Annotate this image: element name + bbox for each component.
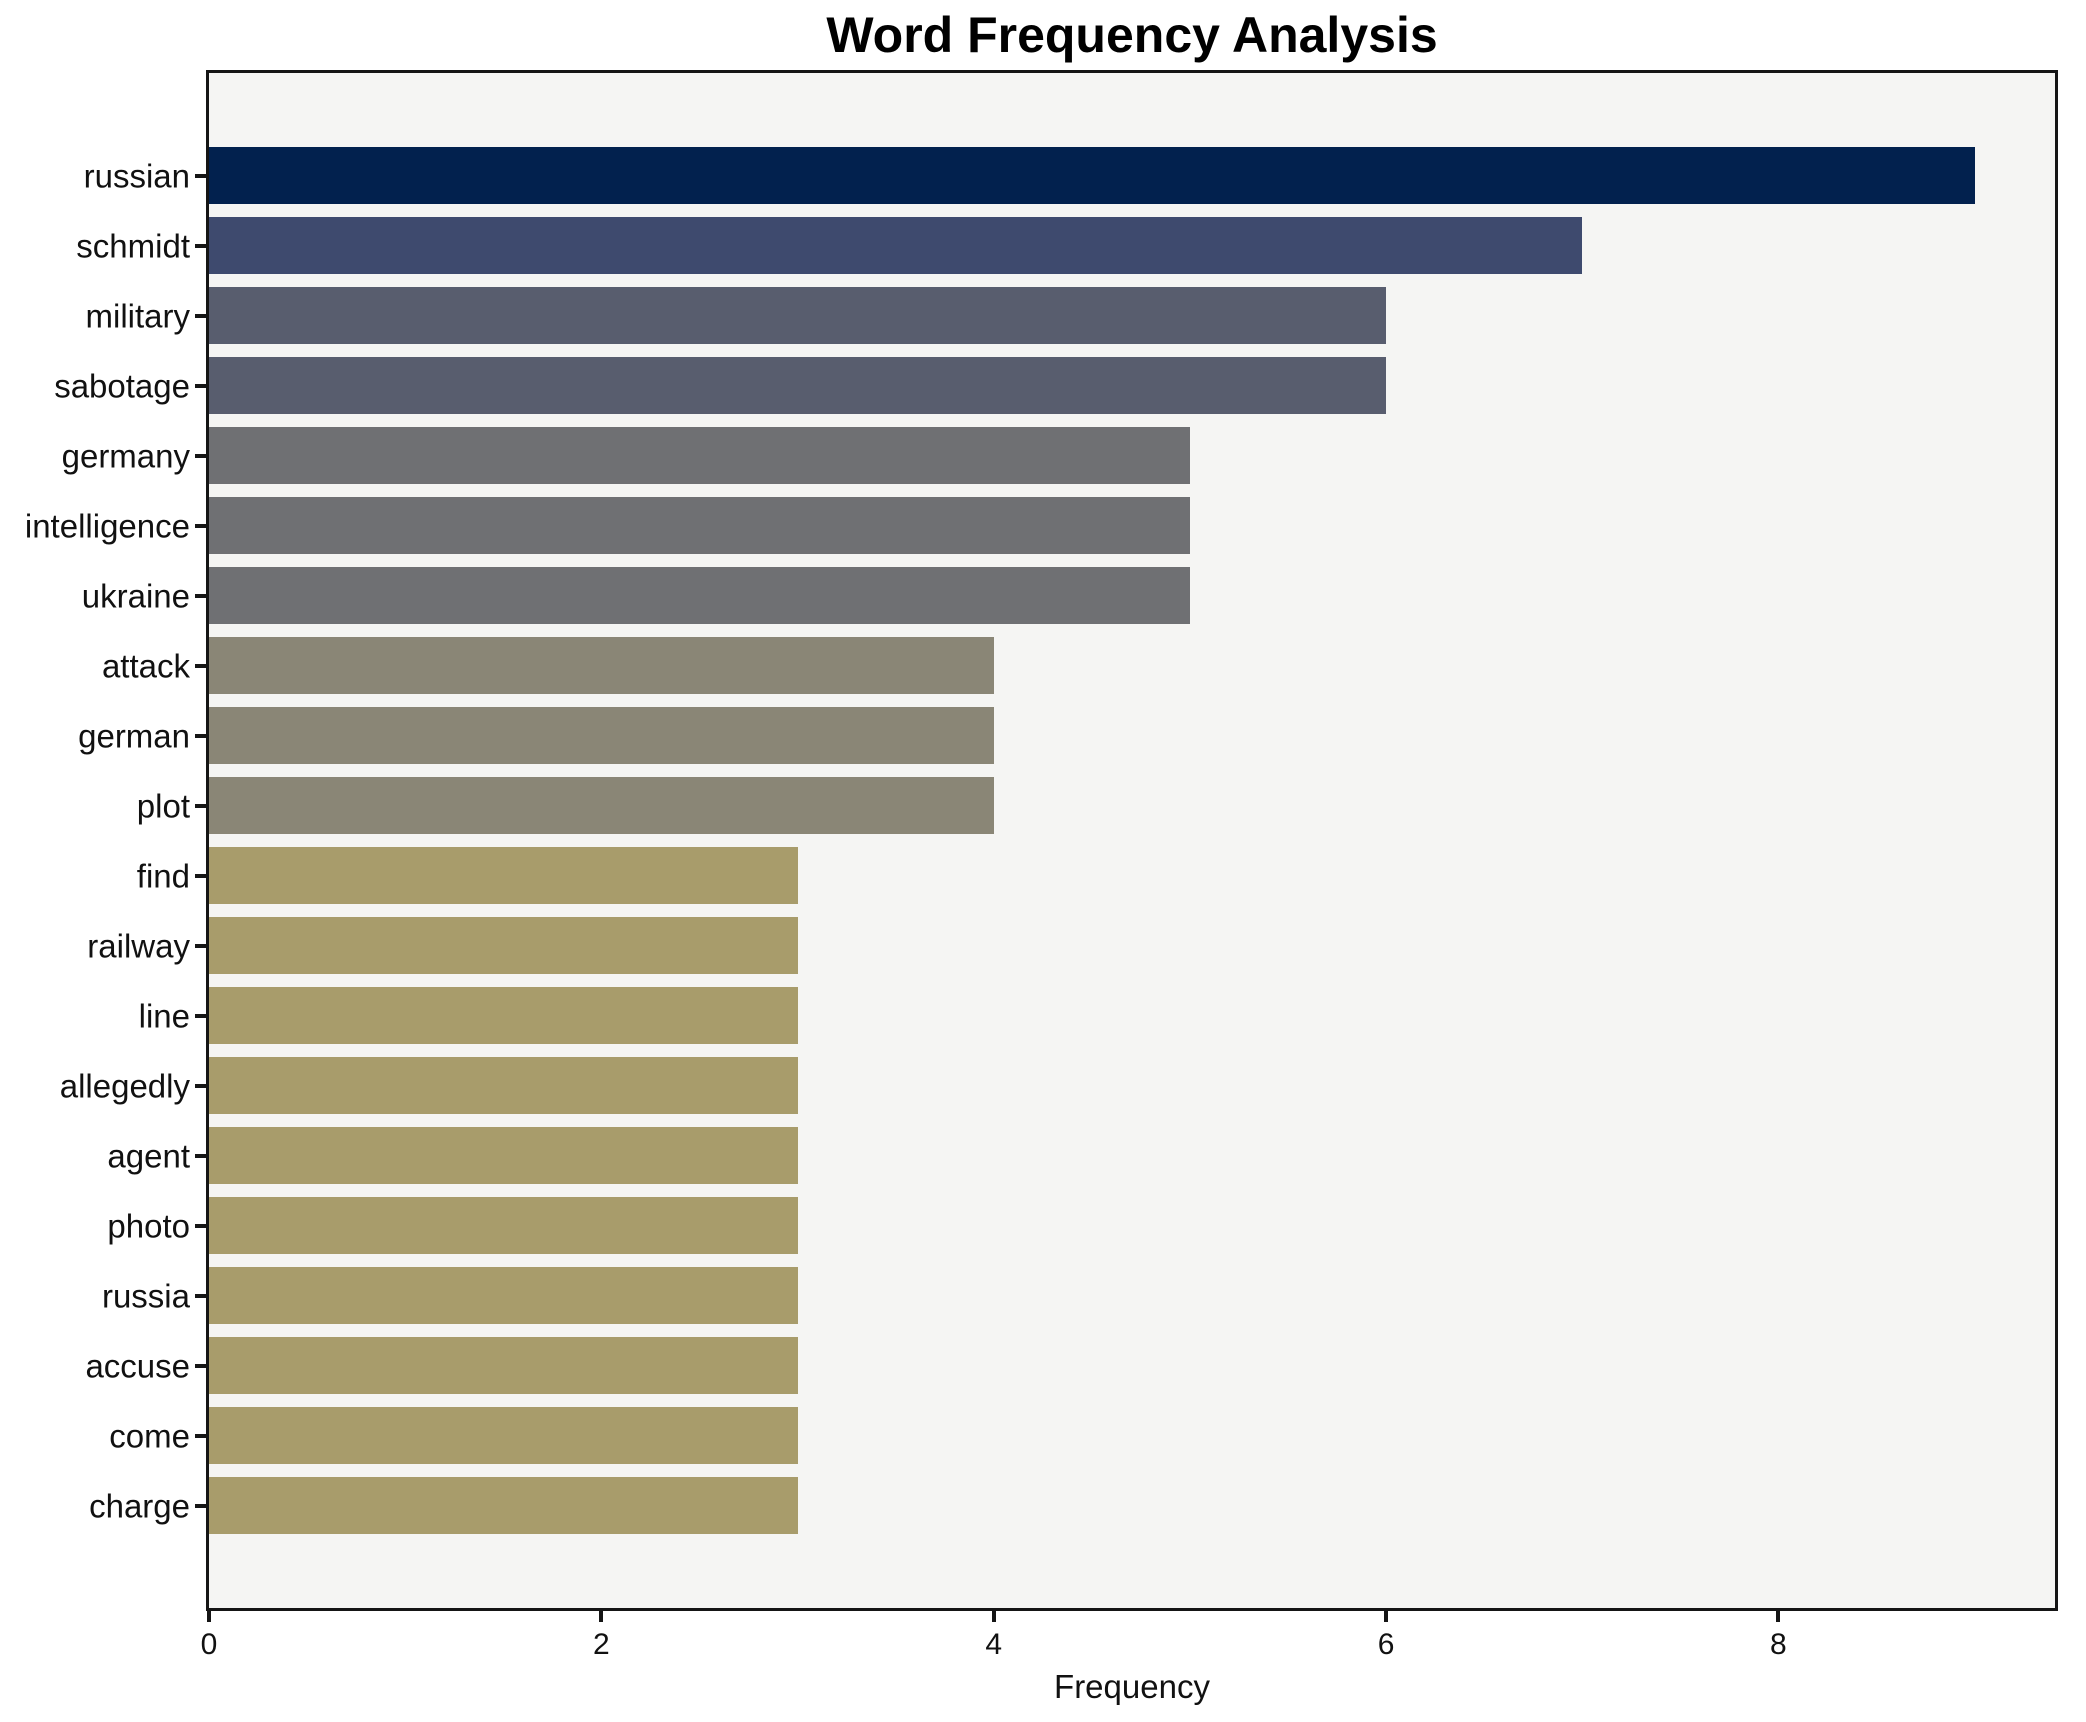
bar-allegedly (209, 1057, 798, 1114)
bar-row: sabotage (54, 351, 2055, 421)
y-axis-label: railway (87, 927, 190, 965)
x-tick-label: 0 (200, 1628, 218, 1661)
y-axis-label: military (85, 297, 191, 335)
bar-sabotage (209, 357, 1387, 414)
bar-row: russia (102, 1261, 2055, 1331)
x-tick-label: 2 (593, 1628, 610, 1661)
y-tick-mark (195, 454, 206, 458)
y-tick-mark (195, 944, 206, 948)
bar-photo (209, 1197, 798, 1254)
bar-germany (209, 427, 1190, 484)
y-axis-label: come (109, 1417, 190, 1455)
bar-row: allegedly (60, 1051, 2055, 1121)
y-axis-label: intelligence (24, 507, 190, 545)
y-tick-mark (195, 174, 206, 178)
bar-row: germany (62, 421, 2055, 491)
bar-row: find (137, 841, 2055, 911)
y-tick-mark (195, 524, 206, 528)
bar-row: photo (107, 1191, 2055, 1261)
bar-find (209, 847, 798, 904)
bar-military (209, 287, 1387, 344)
y-tick-mark (195, 244, 206, 248)
y-axis-label: russian (83, 157, 190, 195)
bar-row: railway (87, 911, 2055, 981)
x-tick-label: 4 (985, 1628, 1003, 1661)
bars-container: russian schmidt military sabotage germany int… (25, 141, 2055, 1541)
bar-row: agent (107, 1121, 2055, 1191)
y-axis-label: find (136, 857, 190, 895)
bar-russian (209, 147, 1975, 204)
y-axis-label: charge (89, 1487, 190, 1525)
y-axis-label: accuse (85, 1347, 190, 1385)
bar-row: plot (137, 771, 2055, 841)
bar-german (209, 707, 994, 764)
bar-russia (209, 1267, 798, 1324)
bar-ukraine (209, 567, 1190, 624)
y-tick-mark (195, 874, 206, 878)
bar-charge (209, 1477, 798, 1534)
bar-row: attack (102, 631, 2055, 701)
y-tick-mark (195, 1084, 206, 1088)
chart-title: Word Frequency Analysis (826, 7, 1438, 63)
bar-accuse (209, 1337, 798, 1394)
bar-row: russian (84, 141, 2055, 211)
bar-row: schmidt (76, 211, 2055, 281)
y-axis-label: schmidt (76, 227, 190, 265)
y-tick-mark (195, 1154, 206, 1158)
y-axis-label: german (78, 717, 190, 755)
y-tick-mark (195, 804, 206, 808)
bar-railway (209, 917, 798, 974)
bar-plot (209, 777, 994, 834)
x-tick-mark (1384, 1611, 1389, 1622)
bar-line (209, 987, 798, 1044)
y-axis-label: plot (136, 787, 190, 825)
y-tick-mark (195, 314, 206, 318)
y-tick-mark (195, 384, 206, 388)
y-tick-mark (195, 594, 206, 598)
x-tick-label: 8 (1770, 1628, 1787, 1661)
bar-row: accuse (85, 1331, 2055, 1401)
bar-row: ukraine (82, 561, 2055, 631)
bar-agent (209, 1127, 798, 1184)
bar-row: line (139, 981, 2055, 1051)
x-tick-mark (991, 1611, 996, 1622)
y-axis-label: attack (101, 647, 190, 685)
bar-schmidt (209, 217, 1583, 274)
x-tick-mark (1776, 1611, 1781, 1622)
bar-row: military (86, 281, 2055, 351)
x-axis-title: Frequency (1054, 1668, 1210, 1705)
bar-row: intelligence (25, 491, 2055, 561)
y-axis-label: allegedly (59, 1067, 190, 1105)
y-axis-label: agent (107, 1137, 190, 1175)
bar-attack (209, 637, 994, 694)
y-axis-label: photo (107, 1207, 190, 1245)
y-axis-label: russia (101, 1277, 190, 1315)
y-tick-mark (195, 664, 206, 668)
bar-intelligence (209, 497, 1190, 554)
y-tick-mark (195, 1504, 206, 1508)
y-axis-label: line (138, 997, 190, 1035)
y-tick-mark (195, 734, 206, 738)
bar-row: charge (89, 1471, 2055, 1541)
y-tick-mark (195, 1434, 206, 1438)
y-axis-label: sabotage (54, 367, 190, 405)
y-axis-label: ukraine (81, 577, 190, 615)
plot-area: russian schmidt military sabotage germany int… (25, 70, 2058, 1660)
y-tick-mark (195, 1014, 206, 1018)
bar-come (209, 1407, 798, 1464)
y-tick-mark (195, 1364, 206, 1368)
bar-row: come (109, 1401, 2055, 1471)
y-axis-label: germany (61, 437, 190, 475)
x-tick-label: 6 (1377, 1628, 1395, 1661)
y-tick-mark (195, 1294, 206, 1298)
y-tick-mark (195, 1224, 206, 1228)
bar-row: german (78, 701, 2055, 771)
x-tick-mark (599, 1611, 604, 1622)
x-tick-mark (207, 1611, 211, 1622)
